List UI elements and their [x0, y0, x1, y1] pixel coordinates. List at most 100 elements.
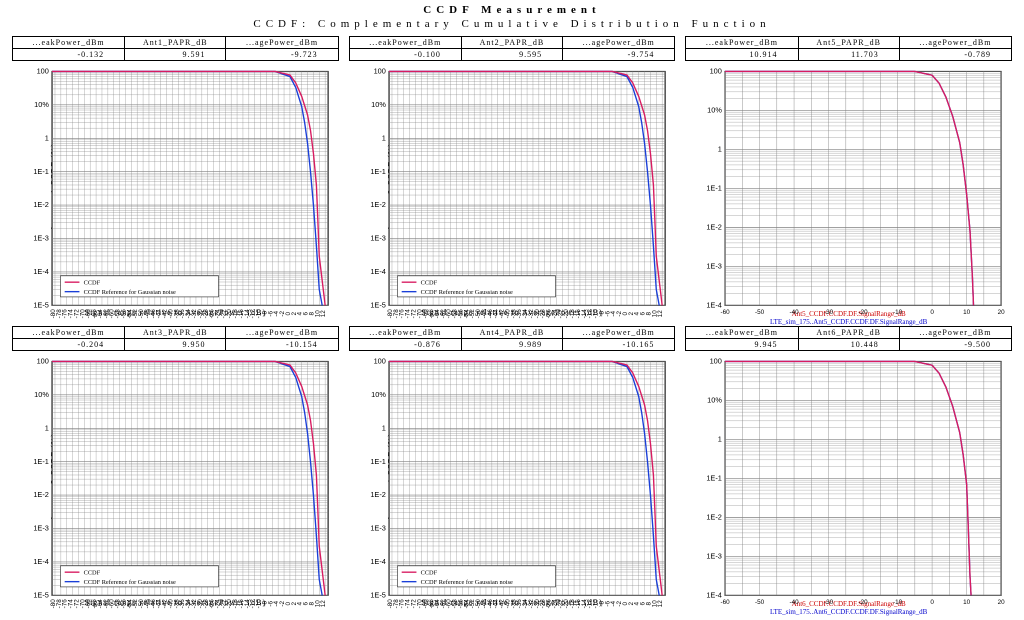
svg-text:CCDF Reference for Gaussian no: CCDF Reference for Gaussian noise: [84, 579, 176, 586]
info-table-ant5: ...eakPower_dBmAnt5_PAPR_dB...agePower_d…: [685, 36, 1012, 61]
svg-text:CCDF Reference for Gaussian no: CCDF Reference for Gaussian noise: [420, 579, 512, 586]
svg-text:-50: -50: [755, 599, 765, 606]
svg-text:-40: -40: [790, 309, 800, 316]
svg-text:12: 12: [657, 600, 664, 608]
panel-ant2: ...eakPower_dBmAnt2_PAPR_dB...agePower_d…: [349, 36, 676, 326]
svg-text:1E-5: 1E-5: [370, 300, 386, 309]
svg-text:10%: 10%: [34, 100, 49, 109]
svg-text:1E-1: 1E-1: [707, 473, 723, 482]
svg-text:0: 0: [931, 309, 935, 316]
svg-text:10%: 10%: [707, 396, 722, 405]
svg-text:1: 1: [45, 133, 49, 142]
svg-text:100: 100: [710, 67, 722, 76]
svg-text:1E-3: 1E-3: [370, 524, 386, 533]
chart-grid: ...eakPower_dBmAnt1_PAPR_dB...agePower_d…: [0, 36, 1024, 616]
svg-text:1: 1: [718, 145, 722, 154]
plot-ant6: LTE_sim_175..Ant6_CCDF.CCDFAnt6_CCDF.CCD…: [685, 353, 1012, 600]
svg-text:1E-3: 1E-3: [707, 551, 723, 560]
svg-text:-20: -20: [859, 599, 869, 606]
svg-text:-40: -40: [790, 599, 800, 606]
svg-text:-60: -60: [721, 599, 731, 606]
svg-text:1E-1: 1E-1: [370, 167, 386, 176]
svg-text:100: 100: [710, 357, 722, 366]
svg-text:1E-1: 1E-1: [370, 457, 386, 466]
svg-text:CCDF: CCDF: [420, 569, 437, 576]
svg-text:10%: 10%: [34, 390, 49, 399]
panel-ant1: ...eakPower_dBmAnt1_PAPR_dB...agePower_d…: [12, 36, 339, 326]
svg-text:12: 12: [657, 310, 664, 318]
plot-ant4: Antenna 4 CCDF (%)10010%11E-11E-21E-31E-…: [349, 353, 676, 600]
svg-text:CCDF: CCDF: [420, 279, 437, 286]
chart-ant6: 10010%11E-11E-21E-31E-4-60-50-40-30-20-1…: [685, 353, 1012, 613]
svg-text:-30: -30: [824, 309, 834, 316]
chart-ant2: 10010%11E-11E-21E-31E-41E-5-80-78-76-74-…: [349, 63, 676, 323]
svg-text:12: 12: [320, 310, 327, 318]
svg-text:100: 100: [373, 357, 385, 366]
svg-text:1E-5: 1E-5: [33, 300, 49, 309]
svg-text:1E-1: 1E-1: [707, 183, 723, 192]
svg-text:CCDF Reference for Gaussian no: CCDF Reference for Gaussian noise: [420, 289, 512, 296]
svg-text:1E-4: 1E-4: [370, 557, 386, 566]
svg-text:10: 10: [963, 309, 971, 316]
panel-ant4: ...eakPower_dBmAnt4_PAPR_dB...agePower_d…: [349, 326, 676, 616]
svg-text:1E-5: 1E-5: [33, 590, 49, 599]
svg-text:100: 100: [373, 67, 385, 76]
svg-text:10%: 10%: [371, 100, 386, 109]
info-table-ant2: ...eakPower_dBmAnt2_PAPR_dB...agePower_d…: [349, 36, 676, 61]
info-table-ant3: ...eakPower_dBmAnt3_PAPR_dB...agePower_d…: [12, 326, 339, 351]
svg-text:1: 1: [381, 133, 385, 142]
svg-text:CCDF Reference for Gaussian no: CCDF Reference for Gaussian noise: [84, 289, 176, 296]
plot-ant5: LTE_sim_175..Ant5_CCDF.CCDFAnt5_CCDF.CCD…: [685, 63, 1012, 310]
svg-text:1E-4: 1E-4: [33, 557, 49, 566]
info-table-ant4: ...eakPower_dBmAnt4_PAPR_dB...agePower_d…: [349, 326, 676, 351]
svg-text:10%: 10%: [371, 390, 386, 399]
svg-text:1E-3: 1E-3: [707, 261, 723, 270]
plot-ant1: Antenna 1 CCDF (%)10010%11E-11E-21E-31E-…: [12, 63, 339, 310]
svg-text:-10: -10: [893, 599, 903, 606]
svg-text:100: 100: [37, 67, 49, 76]
page-title: CCDF Measurement: [0, 4, 1024, 16]
panel-ant6: ...eakPower_dBmAnt6_PAPR_dB...agePower_d…: [685, 326, 1012, 616]
svg-text:1: 1: [45, 423, 49, 432]
svg-text:-50: -50: [755, 309, 765, 316]
svg-text:100: 100: [37, 357, 49, 366]
svg-text:1: 1: [381, 423, 385, 432]
svg-text:CCDF: CCDF: [84, 569, 101, 576]
svg-text:CCDF: CCDF: [84, 279, 101, 286]
svg-text:1E-2: 1E-2: [33, 490, 49, 499]
plot-ant3: Antenna 3 CCDF (%)10010%11E-11E-21E-31E-…: [12, 353, 339, 600]
svg-text:0: 0: [931, 599, 935, 606]
page-subtitle: CCDF: Complementary Cumulative Distribut…: [0, 18, 1024, 30]
svg-text:1E-3: 1E-3: [33, 234, 49, 243]
svg-text:10%: 10%: [707, 106, 722, 115]
svg-text:20: 20: [998, 309, 1006, 316]
svg-text:1E-2: 1E-2: [707, 222, 723, 231]
info-table-ant6: ...eakPower_dBmAnt6_PAPR_dB...agePower_d…: [685, 326, 1012, 351]
panel-ant5: ...eakPower_dBmAnt5_PAPR_dB...agePower_d…: [685, 36, 1012, 326]
svg-text:-20: -20: [859, 309, 869, 316]
svg-text:1E-3: 1E-3: [370, 234, 386, 243]
svg-text:-10: -10: [893, 309, 903, 316]
chart-ant3: 10010%11E-11E-21E-31E-41E-5-80-78-76-74-…: [12, 353, 339, 613]
chart-ant1: 10010%11E-11E-21E-31E-41E-5-80-78-76-74-…: [12, 63, 339, 323]
svg-text:1E-2: 1E-2: [370, 490, 386, 499]
svg-text:20: 20: [998, 599, 1006, 606]
svg-text:1E-5: 1E-5: [370, 590, 386, 599]
info-table-ant1: ...eakPower_dBmAnt1_PAPR_dB...agePower_d…: [12, 36, 339, 61]
svg-text:1E-4: 1E-4: [33, 267, 49, 276]
svg-text:-30: -30: [824, 599, 834, 606]
svg-text:10: 10: [963, 599, 971, 606]
svg-text:1E-4: 1E-4: [370, 267, 386, 276]
chart-ant5: 10010%11E-11E-21E-31E-4-60-50-40-30-20-1…: [685, 63, 1012, 323]
svg-text:1E-2: 1E-2: [707, 512, 723, 521]
svg-text:-60: -60: [721, 309, 731, 316]
svg-text:12: 12: [320, 600, 327, 608]
panel-ant3: ...eakPower_dBmAnt3_PAPR_dB...agePower_d…: [12, 326, 339, 616]
chart-ant4: 10010%11E-11E-21E-31E-41E-5-80-78-76-74-…: [349, 353, 676, 613]
svg-text:1E-3: 1E-3: [33, 524, 49, 533]
svg-text:1E-1: 1E-1: [33, 457, 49, 466]
svg-text:1: 1: [718, 435, 722, 444]
svg-text:1E-1: 1E-1: [33, 167, 49, 176]
plot-ant2: Antenna 2 CCDF (%)10010%11E-11E-21E-31E-…: [349, 63, 676, 310]
svg-text:1E-2: 1E-2: [33, 200, 49, 209]
